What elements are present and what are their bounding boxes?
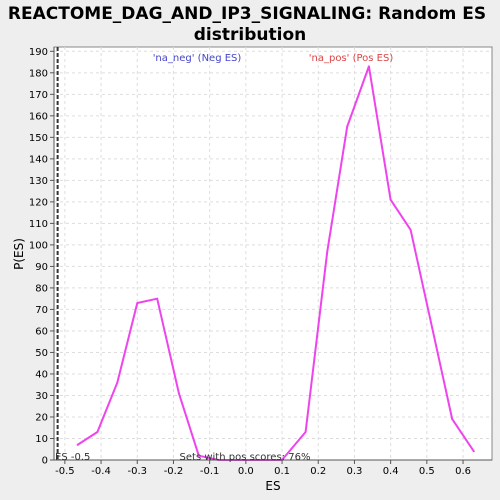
- y-axis-label: P(ES): [12, 238, 26, 270]
- plot-area: [53, 46, 493, 461]
- chart-title-line-2: distribution: [194, 25, 306, 45]
- y-tick-label: 80: [35, 283, 48, 294]
- y-tick-label: 70: [35, 305, 48, 316]
- pos-es-annotation: 'na_pos' (Pos ES): [309, 53, 394, 64]
- x-tick-label: -0.5: [55, 466, 75, 477]
- x-axis-label: ES: [265, 479, 280, 493]
- x-tick-label: 0.1: [274, 466, 290, 477]
- neg-es-annotation: 'na_neg' (Neg ES): [153, 53, 242, 64]
- y-tick-label: 50: [35, 348, 48, 359]
- y-tick-label: 20: [35, 412, 48, 423]
- x-ticks: -0.5 -0.4 -0.3 -0.2 -0.1 0.0 0.1 0.2 0.3 0.4 0.5 0.…: [55, 460, 471, 477]
- y-tick-label: 110: [29, 219, 48, 230]
- es-value-label: ES -0.5: [55, 452, 90, 463]
- pos-scores-footer: Sets with pos scores: 76%: [180, 452, 311, 463]
- x-tick-label: 0.4: [383, 466, 399, 477]
- y-tick-label: 150: [29, 133, 48, 144]
- y-tick-label: 140: [29, 154, 48, 165]
- data-point: [197, 454, 200, 457]
- data-point: [409, 228, 412, 231]
- y-tick-label: 10: [35, 434, 48, 445]
- y-tick-label: 60: [35, 326, 48, 337]
- y-tick-label: 100: [29, 240, 48, 251]
- y-tick-label: 40: [35, 369, 48, 380]
- x-tick-label: -0.1: [200, 466, 220, 477]
- y-tick-label: 170: [29, 90, 48, 101]
- x-tick-label: 0.6: [455, 466, 471, 477]
- data-point: [304, 431, 307, 433]
- x-tick-label: 0.0: [238, 466, 254, 477]
- chart-title-line-1: REACTOME_DAG_AND_IP3_SIGNALING: Random E…: [8, 4, 486, 24]
- y-ticks: 0 10 20 30 40 50 60 70 80 90 100 110 120 130 140 150 160…: [29, 47, 54, 467]
- data-point: [389, 198, 392, 201]
- data-point: [368, 65, 370, 68]
- data-point: [116, 381, 119, 384]
- y-tick-label: 120: [29, 197, 48, 208]
- y-tick-label: 160: [29, 111, 48, 122]
- data-point: [136, 302, 139, 304]
- y-tick-label: 90: [35, 262, 48, 273]
- data-point: [156, 297, 159, 300]
- data-point: [326, 250, 329, 253]
- x-tick-label: -0.2: [164, 466, 184, 477]
- y-tick-label: 30: [35, 391, 48, 402]
- y-tick-label: 190: [29, 47, 48, 58]
- x-tick-label: 0.3: [346, 466, 362, 477]
- y-tick-label: 0: [42, 456, 48, 467]
- y-tick-label: 180: [29, 68, 48, 79]
- x-tick-label: -0.4: [91, 466, 111, 477]
- x-tick-label: -0.3: [127, 466, 147, 477]
- x-tick-label: 0.5: [419, 466, 435, 477]
- data-point: [473, 450, 475, 453]
- data-point: [177, 392, 180, 395]
- data-point: [451, 418, 454, 421]
- data-point: [346, 125, 349, 128]
- data-point: [429, 319, 432, 322]
- grid-lines: [54, 47, 492, 461]
- y-tick-label: 130: [29, 176, 48, 187]
- data-point: [96, 431, 99, 433]
- x-tick-label: 0.2: [310, 466, 326, 477]
- data-point: [76, 444, 79, 446]
